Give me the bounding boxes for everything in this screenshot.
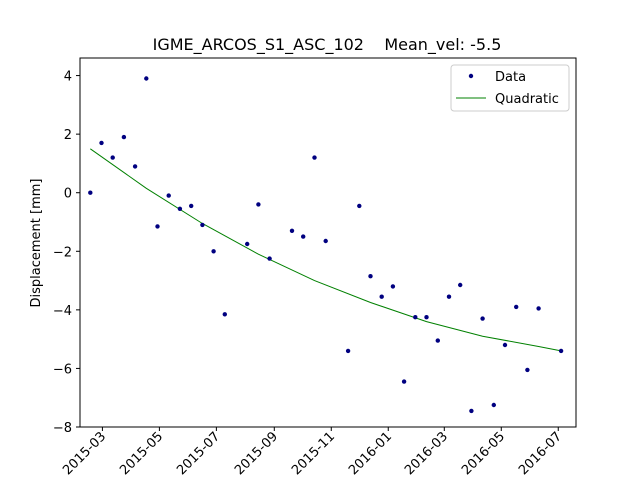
data-point bbox=[301, 234, 306, 239]
legend-marker-data bbox=[468, 73, 474, 79]
data-point bbox=[312, 155, 317, 160]
data-point bbox=[121, 134, 127, 140]
data-point bbox=[379, 294, 384, 299]
quadratic-fit-line bbox=[90, 148, 562, 352]
data-point bbox=[413, 315, 418, 320]
data-point bbox=[177, 206, 183, 211]
data-point bbox=[200, 222, 205, 228]
data-point bbox=[88, 190, 93, 195]
data-point bbox=[256, 202, 261, 207]
chart-title: IGME_ARCOS_S1_ASC_102 Mean_vel: -5.5 bbox=[153, 35, 502, 55]
data-point bbox=[166, 193, 171, 198]
x-axis: 2015-03 2015-05 2015-07 2015-09 2015-11 2016-… bbox=[60, 427, 565, 478]
data-point bbox=[289, 228, 295, 233]
y-tick-label: 0 bbox=[64, 187, 72, 202]
data-point bbox=[189, 203, 194, 209]
data-point bbox=[558, 348, 564, 354]
data-point bbox=[469, 408, 474, 414]
legend-box bbox=[450, 64, 570, 112]
data-point bbox=[368, 274, 373, 279]
y-tick-label: −8 bbox=[53, 421, 72, 436]
x-tick-label: 2015-05 bbox=[117, 429, 166, 478]
data-point bbox=[536, 306, 541, 311]
data-point bbox=[132, 164, 138, 169]
data-point bbox=[446, 294, 452, 299]
legend-label-data: Data bbox=[495, 70, 526, 85]
y-tick-label: 4 bbox=[64, 70, 72, 85]
data-point bbox=[323, 238, 328, 244]
data-point bbox=[525, 367, 530, 373]
plot-frame bbox=[79, 57, 577, 428]
data-point bbox=[357, 203, 362, 209]
data-point bbox=[458, 282, 463, 288]
y-axis-label: Displacement [mm] bbox=[29, 179, 44, 308]
x-tick-label: 2015-09 bbox=[232, 429, 281, 478]
data-point bbox=[110, 155, 115, 160]
data-point bbox=[514, 304, 519, 310]
data-point bbox=[435, 338, 440, 343]
data-point bbox=[345, 348, 351, 354]
y-axis: −8 −6 −4 −2 0 2 4 bbox=[53, 70, 80, 436]
data-point bbox=[480, 316, 485, 321]
data-point bbox=[211, 249, 216, 254]
x-tick-label: 2016-01 bbox=[346, 429, 395, 478]
data-point bbox=[502, 342, 508, 348]
data-point bbox=[245, 241, 250, 247]
y-tick-label: −4 bbox=[53, 304, 72, 319]
data-point bbox=[222, 312, 227, 317]
data-point bbox=[401, 379, 407, 384]
x-tick-label: 2015-11 bbox=[289, 429, 338, 478]
data-point bbox=[390, 284, 396, 289]
data-point bbox=[144, 76, 149, 81]
data-point bbox=[424, 315, 429, 320]
data-point bbox=[155, 224, 160, 229]
legend: Data Quadratic bbox=[450, 64, 570, 112]
y-tick-label: 2 bbox=[64, 128, 72, 143]
data-point bbox=[99, 140, 104, 146]
y-tick-label: −2 bbox=[53, 245, 72, 260]
plot-area bbox=[88, 76, 564, 414]
data-point bbox=[491, 402, 496, 408]
x-tick-label: 2015-07 bbox=[174, 429, 223, 478]
legend-label-quadratic: Quadratic bbox=[495, 92, 559, 107]
x-tick-label: 2016-07 bbox=[516, 429, 565, 478]
x-tick-label: 2015-03 bbox=[60, 429, 109, 478]
x-tick-label: 2016-03 bbox=[402, 429, 451, 478]
data-point bbox=[267, 256, 272, 261]
x-tick-label: 2016-05 bbox=[459, 429, 508, 478]
y-tick-label: −6 bbox=[53, 362, 72, 377]
